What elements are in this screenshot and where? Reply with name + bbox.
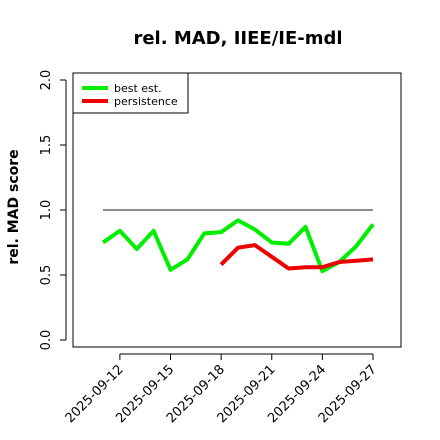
- y-tick-label: 1.5: [39, 135, 54, 156]
- plot-frame: [72, 72, 402, 348]
- chart-title: rel. MAD, IIEE/IE-mdl: [133, 28, 342, 49]
- y-tick-label: 1.0: [39, 200, 54, 221]
- series-layer: [101, 218, 375, 274]
- y-tick-label: 2.0: [39, 70, 54, 91]
- series-line-best-est: [101, 218, 375, 274]
- series-line-persistence: [219, 243, 374, 271]
- y-axis: 0.0 0.5 1.0 1.5 2.0: [39, 70, 67, 351]
- y-axis-label: rel. MAD score: [6, 149, 22, 264]
- legend-label-persistence: persistence: [114, 95, 178, 108]
- y-tick-label: 0.0: [39, 330, 54, 351]
- x-axis: 2025-09-122025-09-152025-09-182025-09-21…: [63, 353, 380, 426]
- legend: best est. persistence: [72, 72, 189, 114]
- y-tick-label: 0.5: [39, 265, 54, 286]
- legend-label-best-est: best est.: [114, 82, 162, 95]
- legend-box: [72, 72, 189, 114]
